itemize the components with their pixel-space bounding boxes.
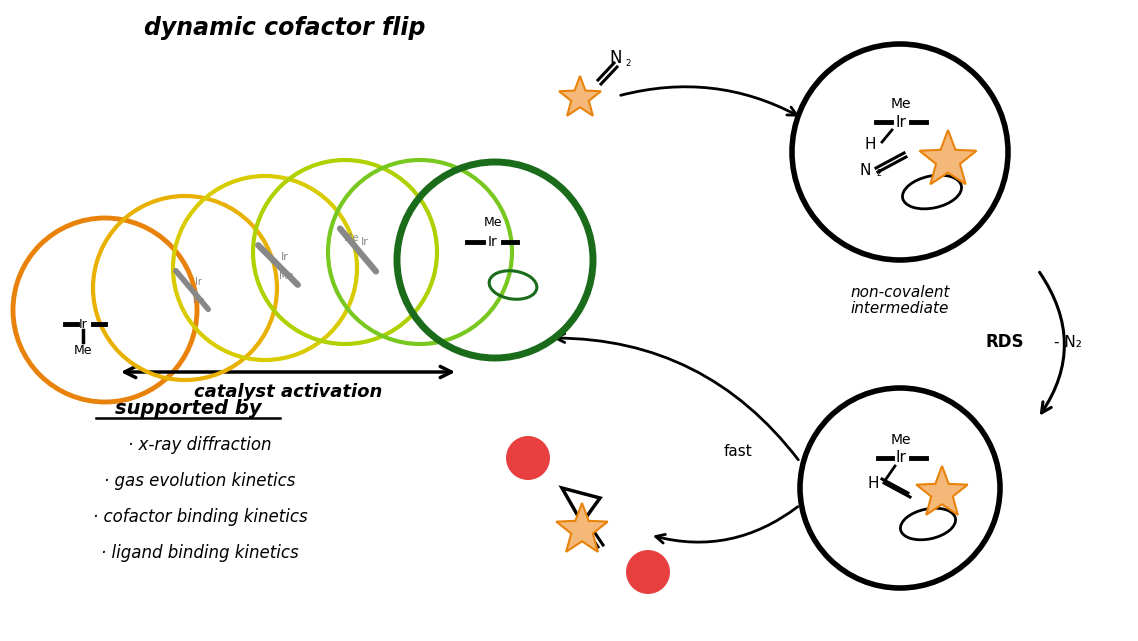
- Polygon shape: [556, 503, 608, 552]
- Text: Ir: Ir: [896, 115, 907, 129]
- Text: Ir: Ir: [361, 237, 369, 247]
- Polygon shape: [920, 130, 976, 184]
- Text: N: N: [610, 49, 622, 67]
- Polygon shape: [916, 466, 967, 515]
- Text: Me: Me: [74, 344, 92, 356]
- Text: · gas evolution kinetics: · gas evolution kinetics: [105, 472, 296, 490]
- Circle shape: [626, 550, 670, 594]
- Text: supported by: supported by: [115, 399, 262, 417]
- Text: non-covalent: non-covalent: [850, 285, 950, 299]
- Text: $_2$: $_2$: [876, 168, 882, 180]
- Text: Me: Me: [191, 296, 204, 305]
- Text: N: N: [859, 163, 871, 178]
- Text: Ir: Ir: [281, 252, 289, 262]
- Text: catalyst activation: catalyst activation: [193, 383, 382, 401]
- Text: RDS: RDS: [986, 333, 1024, 351]
- Text: · cofactor binding kinetics: · cofactor binding kinetics: [92, 508, 307, 526]
- Text: H: H: [867, 476, 879, 490]
- Text: intermediate: intermediate: [851, 301, 949, 315]
- Text: H: H: [864, 137, 876, 151]
- Text: dynamic cofactor flip: dynamic cofactor flip: [145, 16, 426, 40]
- Text: Me: Me: [891, 433, 912, 447]
- Text: fast: fast: [724, 444, 752, 460]
- Text: Ir: Ir: [195, 277, 201, 287]
- Text: Me: Me: [484, 215, 502, 228]
- Text: - N₂: - N₂: [1054, 335, 1082, 349]
- Text: Ir: Ir: [896, 451, 907, 465]
- Polygon shape: [559, 76, 601, 116]
- Text: · ligand binding kinetics: · ligand binding kinetics: [101, 544, 299, 562]
- Text: Ir: Ir: [79, 317, 88, 331]
- Text: Me: Me: [891, 97, 912, 111]
- Text: Me: Me: [344, 233, 358, 242]
- Text: $_2$: $_2$: [625, 56, 632, 69]
- Text: · x-ray diffraction: · x-ray diffraction: [129, 436, 272, 454]
- Circle shape: [506, 436, 550, 480]
- Text: Ir: Ir: [488, 235, 497, 249]
- Text: Me: Me: [279, 271, 294, 281]
